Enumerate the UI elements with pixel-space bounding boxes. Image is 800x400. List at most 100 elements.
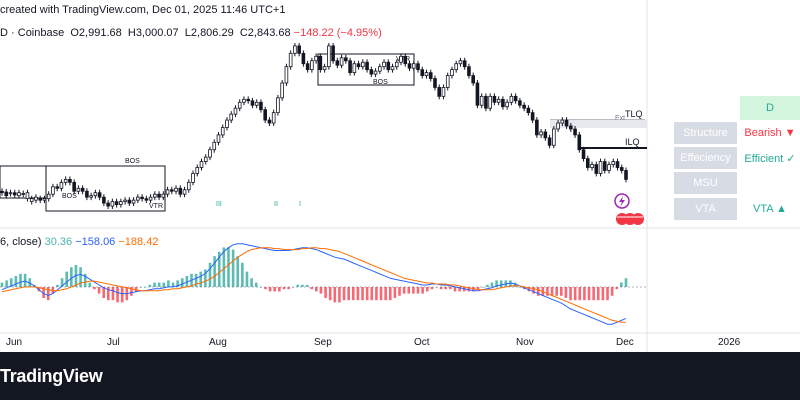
histogram-bar xyxy=(425,287,429,292)
histogram-layer xyxy=(0,247,628,303)
candle-body xyxy=(437,87,442,97)
histogram-bar xyxy=(430,287,434,290)
candle-body xyxy=(0,190,4,194)
candle-body xyxy=(602,161,607,171)
histogram-bar xyxy=(453,287,457,292)
histogram-bar xyxy=(444,287,448,290)
histogram-bar xyxy=(347,287,350,301)
histogram-bar xyxy=(439,287,443,290)
signal-line xyxy=(1,247,626,323)
candle-body xyxy=(590,164,594,168)
candle-body xyxy=(110,201,115,207)
histogram-bar xyxy=(143,287,147,288)
candle-body xyxy=(225,119,229,128)
histogram-bar xyxy=(536,287,540,296)
histogram-bar xyxy=(278,287,281,292)
candle-body xyxy=(488,95,492,109)
candle-body xyxy=(416,63,420,71)
histogram-bar xyxy=(102,287,105,298)
histogram-bar xyxy=(250,278,253,287)
candle-body xyxy=(450,69,454,76)
candle-body xyxy=(153,193,157,198)
candle-body xyxy=(76,187,81,192)
histogram-bar xyxy=(310,287,313,290)
candle-body xyxy=(607,164,611,171)
histogram-bar xyxy=(291,287,295,288)
candle-body xyxy=(161,193,166,198)
candle-body xyxy=(165,189,170,195)
candle-body xyxy=(386,61,391,71)
candle-body xyxy=(310,60,314,71)
candle-body xyxy=(585,158,590,168)
histogram-bar xyxy=(185,276,189,287)
candle-body xyxy=(365,61,369,71)
candle-body xyxy=(462,60,467,68)
candle-body xyxy=(496,98,501,103)
candle-body xyxy=(203,156,208,162)
candle-body xyxy=(335,60,340,66)
candle-body xyxy=(399,55,403,63)
candle-body xyxy=(42,198,47,201)
histogram-bar xyxy=(19,273,22,287)
marker-2: II xyxy=(274,201,278,208)
histogram-bar xyxy=(264,287,267,290)
ohlc-high: 3,000.07 xyxy=(135,27,179,39)
candle-body xyxy=(157,193,161,198)
ohlc-low: 2,806.29 xyxy=(190,27,234,39)
candle-body xyxy=(89,195,93,198)
histogram-bar xyxy=(550,287,554,296)
candle-body xyxy=(467,66,471,76)
candle-body xyxy=(46,193,51,200)
candle-body xyxy=(114,201,119,205)
candle-body xyxy=(191,173,195,183)
candle-body xyxy=(394,61,399,68)
histogram-bar xyxy=(231,249,235,287)
histogram-bar xyxy=(305,284,309,287)
candle-body xyxy=(356,63,361,68)
candle-body xyxy=(369,69,374,75)
panel-value-structure: Bearish ▼ xyxy=(744,127,796,139)
histogram-bar xyxy=(9,278,13,287)
candle-body xyxy=(564,119,569,127)
candle-body xyxy=(471,75,475,84)
marker-1: III xyxy=(216,201,222,208)
candle-body xyxy=(377,66,382,72)
indicator-value-3: −188.42 xyxy=(118,236,159,248)
time-label-jul: Jul xyxy=(107,337,120,348)
histogram-bar xyxy=(620,282,623,287)
candle-body xyxy=(106,202,110,207)
candle-body xyxy=(284,66,289,84)
histogram-bar xyxy=(97,287,101,294)
histogram-bar xyxy=(513,282,517,287)
candle-body xyxy=(441,87,446,97)
histogram-bar xyxy=(499,280,503,287)
candle-body xyxy=(123,199,127,203)
histogram-bar xyxy=(532,287,535,294)
histogram-bar xyxy=(518,287,521,288)
candle-body xyxy=(305,63,310,71)
candle-body xyxy=(212,141,217,151)
candle-body xyxy=(242,98,246,103)
histogram-bar xyxy=(388,287,392,301)
candle-body xyxy=(301,52,306,65)
candle-body xyxy=(263,109,267,121)
histogram-bar xyxy=(573,287,577,301)
indicator-legend: 6, close) 30.36 −158.06 −188.42 xyxy=(0,236,158,248)
histogram-bar xyxy=(208,262,212,287)
candle-body xyxy=(526,107,531,114)
candle-body xyxy=(339,57,344,66)
histogram-bar xyxy=(587,287,591,301)
price-chart[interactable]: BOS BOS BOS VTR VTR TLQ Ext ILQ III II I xyxy=(0,0,800,352)
candle-body xyxy=(271,112,276,124)
candle-body xyxy=(484,95,488,109)
candle-body xyxy=(505,101,509,108)
ohlc-row: D · Coinbase O2,991.68 H3,000.07 L2,806.… xyxy=(0,27,382,39)
indicator-value-1: 30.36 xyxy=(44,236,73,248)
candle-body xyxy=(611,161,616,165)
histogram-bar xyxy=(416,287,420,294)
histogram-bar xyxy=(615,287,619,290)
symbol-suffix: D xyxy=(0,27,8,39)
ext-label: Ext xyxy=(615,115,625,122)
candle-body xyxy=(259,101,263,111)
candle-body xyxy=(615,161,620,168)
